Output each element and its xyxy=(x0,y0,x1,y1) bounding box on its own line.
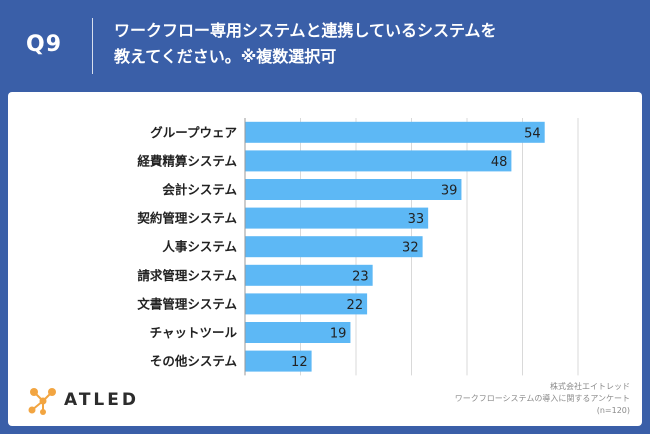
data-label: 54 xyxy=(524,126,541,141)
data-label: 33 xyxy=(408,212,425,227)
bar xyxy=(245,179,462,200)
category-label: 請求管理システム xyxy=(137,268,237,283)
category-label: 人事システム xyxy=(162,239,237,254)
bar-chart: グループウェア 54 経費精算システム 48 会計システム 39 契約管理システム 33 人事シ… xyxy=(136,118,579,376)
question-title-line-2: 教えてください。※複数選択可 xyxy=(114,47,337,66)
bar xyxy=(245,322,351,343)
header-divider xyxy=(92,18,93,74)
question-title: ワークフロー専用システムと連携しているシステムを 教えてください。※複数選択可 xyxy=(114,18,634,70)
data-label: 23 xyxy=(352,269,369,284)
atled-logo: ATLED xyxy=(26,386,146,415)
molecule-logo-icon xyxy=(28,388,56,415)
data-label: 48 xyxy=(491,155,508,170)
bar xyxy=(245,293,368,315)
category-label: 文書管理システム xyxy=(137,296,237,311)
logo-text: ATLED xyxy=(64,390,139,410)
bar xyxy=(245,236,423,258)
question-number: Q9 xyxy=(26,32,63,57)
category-label: 会計システム xyxy=(162,182,237,197)
bar xyxy=(245,264,373,286)
data-label: 39 xyxy=(441,184,458,199)
question-header: Q9 ワークフロー専用システムと連携しているシステムを 教えてください。※複数選… xyxy=(0,0,650,88)
data-label: 22 xyxy=(347,298,364,313)
bar xyxy=(245,150,512,172)
bar xyxy=(245,350,312,372)
source-sample-size: (n=120) xyxy=(596,406,630,415)
category-label: グループウェア xyxy=(150,125,237,140)
data-label: 32 xyxy=(402,241,419,256)
category-label: 契約管理システム xyxy=(136,211,237,226)
bar xyxy=(245,207,429,229)
data-label: 12 xyxy=(291,355,308,370)
source-company: 株式会社エイトレッド xyxy=(550,382,630,391)
source-survey: ワークフローシステムの導入に関するアンケート xyxy=(454,394,630,403)
category-label: その他システム xyxy=(150,354,238,369)
data-label: 19 xyxy=(330,327,347,342)
question-title-line-1: ワークフロー専用システムと連携しているシステムを xyxy=(114,21,497,40)
chart-panel: グループウェア 54 経費精算システム 48 会計システム 39 契約管理システム 33 人事シ… xyxy=(8,92,642,426)
bar xyxy=(245,121,545,143)
source-note: 株式会社エイトレッド ワークフローシステムの導入に関するアンケート (n=120… xyxy=(390,381,630,417)
category-label: 経費精算システム xyxy=(137,153,237,168)
category-label: チャットツール xyxy=(150,325,238,340)
